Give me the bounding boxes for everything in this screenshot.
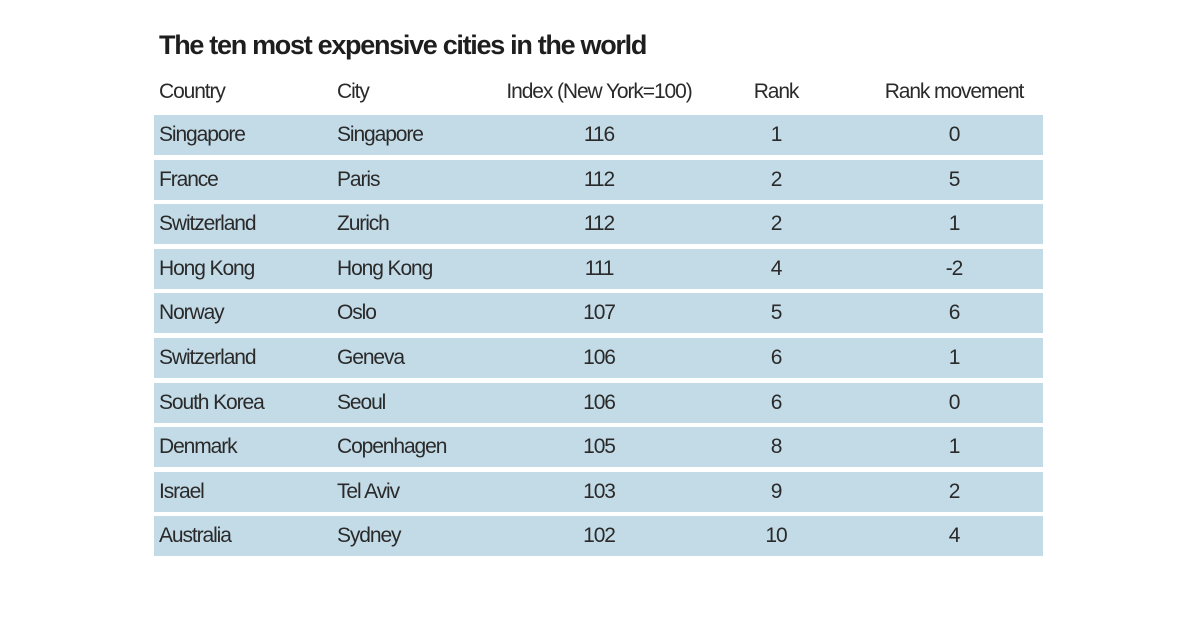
column-header: Rank bbox=[753, 80, 800, 103]
table-cell: France bbox=[159, 167, 219, 191]
table-row: Norway Oslo 107 5 6 bbox=[154, 293, 1043, 334]
table-cell: Switzerland bbox=[159, 212, 257, 236]
table-cell: 10 bbox=[765, 524, 787, 548]
table-cell: 106 bbox=[583, 390, 616, 414]
table-cell: South Korea bbox=[159, 390, 265, 414]
table-row: Australia Sydney 102 10 4 bbox=[154, 516, 1043, 557]
table-cell: 107 bbox=[583, 301, 616, 325]
table-cell: 1 bbox=[948, 435, 961, 459]
table-cell: 0 bbox=[948, 390, 961, 414]
table-row: Hong Kong Hong Kong 111 4 -2 bbox=[154, 248, 1043, 289]
table-cell: 106 bbox=[583, 346, 616, 369]
table-row: South Korea Seoul 106 6 0 bbox=[154, 382, 1043, 423]
column-header: Country bbox=[159, 80, 226, 103]
table-cell: 2 bbox=[770, 167, 783, 191]
table-cell: Hong Kong bbox=[159, 256, 255, 280]
table-cell: 2 bbox=[770, 212, 783, 236]
table-cell: 112 bbox=[583, 212, 615, 236]
column-header: City bbox=[337, 80, 370, 103]
table-cell: 1 bbox=[770, 123, 783, 146]
column-header: Index (New York=100) bbox=[506, 80, 692, 103]
table-cell: Singapore bbox=[337, 123, 424, 146]
table-cell: Seoul bbox=[337, 390, 386, 414]
table-cell: Geneva bbox=[337, 346, 405, 369]
table-row: Denmark Copenhagen 105 8 1 bbox=[154, 427, 1043, 468]
table-cell: 2 bbox=[948, 479, 961, 503]
table-cell: Singapore bbox=[159, 123, 246, 146]
table-cell: 111 bbox=[584, 256, 615, 280]
table-cell: Oslo bbox=[337, 301, 377, 325]
table-cell: 5 bbox=[948, 167, 961, 191]
table-cell: 6 bbox=[948, 301, 961, 325]
table-cell: Israel bbox=[159, 479, 205, 503]
table-row: Israel Tel Aviv 103 9 2 bbox=[154, 471, 1043, 512]
table-row: France Paris 112 2 5 bbox=[154, 159, 1043, 200]
table-cell: 4 bbox=[770, 256, 783, 280]
table-cell: 116 bbox=[583, 123, 615, 146]
table-cell: 103 bbox=[583, 479, 616, 503]
table-header: Country City Index (New York=100) Rank Rank … bbox=[154, 72, 1043, 112]
table-row: Switzerland Geneva 106 6 1 bbox=[154, 338, 1043, 378]
table-cell: Sydney bbox=[337, 524, 402, 548]
table-cell: 4 bbox=[948, 524, 961, 548]
table-cell: Switzerland bbox=[159, 346, 257, 369]
table-cell: Australia bbox=[159, 524, 232, 548]
table-cell: Hong Kong bbox=[337, 256, 433, 280]
table-cell: 8 bbox=[770, 435, 783, 459]
table-cell: 112 bbox=[583, 167, 615, 191]
table-row: Singapore Singapore 116 1 0 bbox=[154, 115, 1043, 155]
table-cell: 0 bbox=[948, 123, 961, 146]
table-row: Switzerland Zurich 112 2 1 bbox=[154, 204, 1043, 245]
table-cell: Copenhagen bbox=[337, 435, 447, 459]
table-cell: 5 bbox=[770, 301, 783, 325]
table-title: The ten most expensive cities in the wor… bbox=[159, 30, 647, 60]
table-cell: 1 bbox=[948, 346, 961, 369]
table-cell: Paris bbox=[337, 167, 380, 191]
table-cell: 105 bbox=[583, 435, 616, 459]
column-header: Rank movement bbox=[884, 80, 1025, 103]
table-cell: 102 bbox=[583, 524, 616, 548]
table-cell: Denmark bbox=[159, 435, 238, 459]
table-cell: 6 bbox=[770, 390, 783, 414]
table-cell: Norway bbox=[159, 301, 225, 325]
table-cell: Tel Aviv bbox=[337, 479, 400, 503]
table-cell: 1 bbox=[948, 212, 961, 236]
table-cell: -2 bbox=[945, 256, 964, 280]
table-cell: 9 bbox=[770, 479, 783, 503]
table-cell: 6 bbox=[770, 346, 783, 369]
table-cell: Zurich bbox=[337, 212, 390, 236]
